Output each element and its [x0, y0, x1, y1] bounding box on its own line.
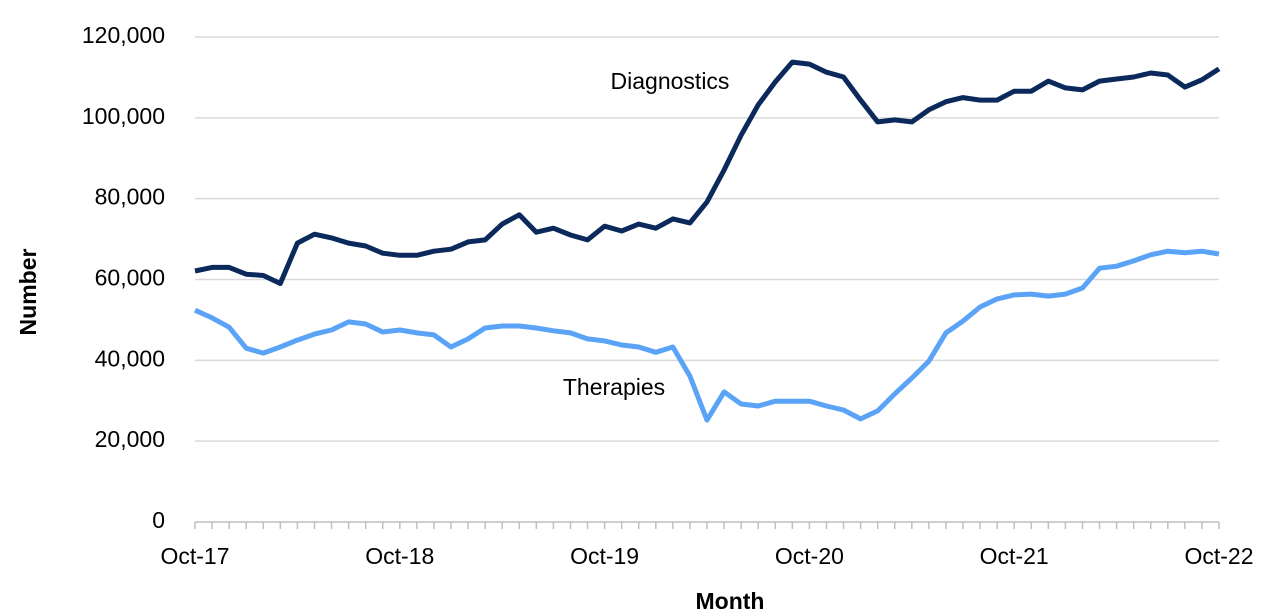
line-series [194, 59, 1221, 286]
y-tick-label: 20,000 [95, 426, 165, 452]
y-axis-label: Number [15, 249, 41, 336]
y-tick-label: 80,000 [95, 184, 165, 210]
series-label: Diagnostics [611, 68, 730, 94]
y-tick-label: 40,000 [95, 345, 165, 371]
x-tick-label: Oct-18 [365, 543, 434, 569]
y-tick-label: 60,000 [95, 265, 165, 291]
x-axis-label: Month [696, 588, 765, 614]
series-label: Therapies [563, 374, 665, 400]
x-tick-label: Oct-17 [160, 543, 229, 569]
y-tick-label: 100,000 [82, 103, 165, 129]
line-series [193, 248, 1220, 423]
x-tick-label: Oct-20 [775, 543, 844, 569]
x-tick-label: Oct-19 [570, 543, 639, 569]
y-tick-label: 0 [152, 507, 165, 533]
x-tick-label: Oct-22 [1184, 543, 1253, 569]
x-tick-label: Oct-21 [980, 543, 1049, 569]
y-tick-label: 120,000 [82, 22, 165, 48]
